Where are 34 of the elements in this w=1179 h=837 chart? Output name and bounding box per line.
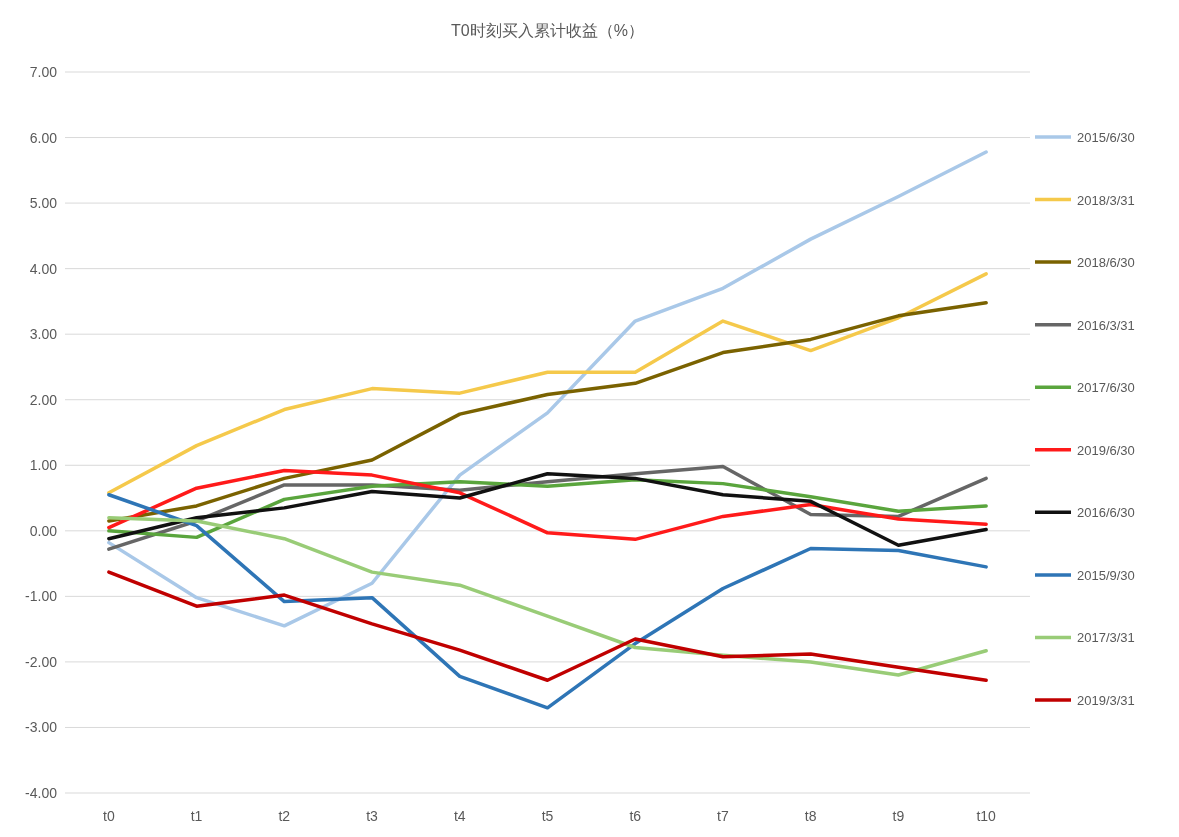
legend-label: 2018/3/31	[1077, 192, 1135, 208]
legend-label: 2015/9/30	[1077, 567, 1135, 583]
y-tick-label: 1.00	[29, 457, 58, 474]
x-tick-label: t0	[103, 808, 115, 824]
y-tick-label: -4.00	[25, 785, 58, 801]
x-tick-label: t8	[804, 808, 817, 824]
chart-title: T0时刻买入累计收益（%）	[451, 22, 644, 39]
x-tick-label: t10	[976, 808, 997, 824]
x-tick-label: t4	[453, 808, 466, 824]
y-tick-label: 3.00	[29, 326, 58, 343]
legend-label: 2018/6/30	[1077, 255, 1135, 271]
x-tick-label: t9	[892, 808, 905, 824]
y-tick-label: 6.00	[29, 129, 58, 146]
x-tick-label: t3	[366, 808, 379, 824]
legend-label: 2017/3/31	[1077, 630, 1135, 646]
legend-label: 2015/6/30	[1077, 130, 1135, 145]
x-tick-label: t2	[278, 808, 291, 824]
y-tick-label: 7.00	[29, 64, 58, 80]
x-tick-label: t5	[541, 808, 554, 824]
x-tick-label: t6	[629, 808, 642, 824]
y-tick-label: -1.00	[25, 588, 58, 605]
x-tick-label: t1	[190, 808, 203, 824]
legend-label: 2016/6/30	[1077, 505, 1135, 521]
y-tick-label: 0.00	[29, 522, 58, 539]
x-tick-label: t7	[717, 808, 729, 824]
y-tick-label: 2.00	[29, 391, 58, 408]
legend-label: 2017/6/30	[1077, 380, 1135, 396]
y-tick-label: -3.00	[25, 719, 58, 736]
y-tick-label: -2.00	[25, 653, 58, 670]
legend-label: 2016/3/31	[1077, 317, 1135, 333]
legend-label: 2019/6/30	[1077, 442, 1135, 458]
legend-label: 2019/3/31	[1077, 693, 1135, 708]
y-tick-label: 5.00	[29, 195, 58, 212]
y-tick-label: 4.00	[29, 260, 58, 277]
